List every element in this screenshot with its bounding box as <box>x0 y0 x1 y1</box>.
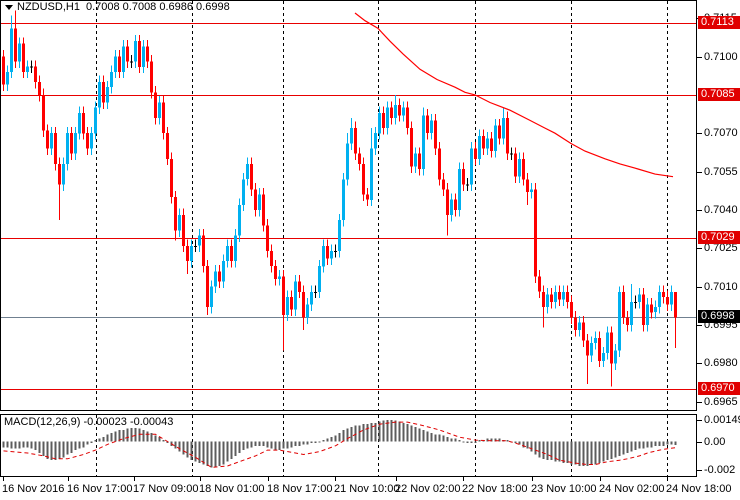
price-line-badge: 0.7085 <box>698 88 740 101</box>
price-tick-label: 0.7040 <box>704 204 738 216</box>
ohlc-readout: 0.7008 0.7008 0.6986 0.6998 <box>85 1 230 13</box>
time-axis-tickmark <box>68 477 69 481</box>
time-axis-tickmark <box>134 477 135 481</box>
time-axis-label: 18 Nov 01:00 <box>199 483 265 495</box>
current-price-badge: 0.6998 <box>698 310 740 323</box>
price-axis-tickmark <box>697 402 702 403</box>
time-axis-label: 16 Nov 2016 <box>2 483 65 495</box>
time-axis-label: 16 Nov 17:00 <box>67 483 133 495</box>
price-axis-tickmark <box>697 210 702 211</box>
price-tick-label: 0.6965 <box>704 396 738 408</box>
macd-axis-tickmark <box>697 420 702 421</box>
macd-panel[interactable] <box>0 414 697 477</box>
macd-signal-line <box>3 421 676 468</box>
time-axis-tickmark <box>600 477 601 481</box>
time-axis-tickmark <box>335 477 336 481</box>
time-axis-label: 17 Nov 09:00 <box>133 483 199 495</box>
macd-axis-tickmark <box>697 470 702 471</box>
price-axis-tickmark <box>697 172 702 173</box>
macd-axis-tickmark <box>697 442 702 443</box>
day-separators <box>96 1 668 476</box>
time-axis-label: 24 Nov 18:00 <box>666 483 732 495</box>
price-axis-tickmark <box>697 325 702 326</box>
time-axis-tickmark <box>3 477 4 481</box>
price-axis-tickmark <box>697 287 702 288</box>
time-axis-tickmark <box>532 477 533 481</box>
price-tick-label: 0.7010 <box>704 281 738 293</box>
horizontal-level-lines <box>1 23 697 390</box>
symbol-dropdown-icon[interactable] <box>5 5 13 10</box>
symbol-period-label: NZDUSD,H1 <box>17 1 80 13</box>
price-tick-label: 0.7025 <box>704 242 738 254</box>
price-line-badge: 0.7029 <box>698 231 740 244</box>
price-tick-label: 0.7070 <box>704 127 738 139</box>
macd-indicator-label: MACD(12,26,9) -0.00023 -0.00043 <box>4 416 174 428</box>
time-axis-label: 23 Nov 10:00 <box>531 483 597 495</box>
macd-tick-label: -0.002 <box>704 464 736 476</box>
macd-tick-label: 0.00149 <box>704 414 740 426</box>
time-axis-label: 18 Nov 17:00 <box>267 483 333 495</box>
time-axis-tickmark <box>396 477 397 481</box>
price-line-badge: 0.6970 <box>698 382 740 395</box>
macd-tick-label: 0.00 <box>704 436 726 448</box>
time-axis-tickmark <box>268 477 269 481</box>
time-axis-label: 24 Nov 02:00 <box>599 483 665 495</box>
time-axis-label: 22 Nov 18:00 <box>462 483 528 495</box>
time-axis-label: 21 Nov 10:00 <box>334 483 400 495</box>
price-axis-tickmark <box>697 133 702 134</box>
time-axis-tickmark <box>463 477 464 481</box>
time-axis-tickmark <box>667 477 668 481</box>
macd-histogram <box>2 420 677 468</box>
price-axis-tickmark <box>697 248 702 249</box>
ma-line <box>354 12 674 178</box>
price-tick-label: 0.7100 <box>704 51 738 63</box>
price-line-badge: 0.7113 <box>698 16 740 29</box>
price-tick-label: 0.7055 <box>704 166 738 178</box>
main-chart-frame <box>0 0 697 411</box>
macd-panel-frame <box>0 414 697 477</box>
time-axis-label: 22 Nov 02:00 <box>395 483 461 495</box>
chart-plot-area[interactable] <box>0 0 697 411</box>
chart-header: NZDUSD,H1 0.7008 0.7008 0.6986 0.6998 <box>17 1 230 14</box>
price-tick-label: 0.6980 <box>704 357 738 369</box>
candlesticks <box>2 10 677 387</box>
price-axis-tickmark <box>697 57 702 58</box>
price-axis-tickmark <box>697 363 702 364</box>
time-axis-tickmark <box>200 477 201 481</box>
